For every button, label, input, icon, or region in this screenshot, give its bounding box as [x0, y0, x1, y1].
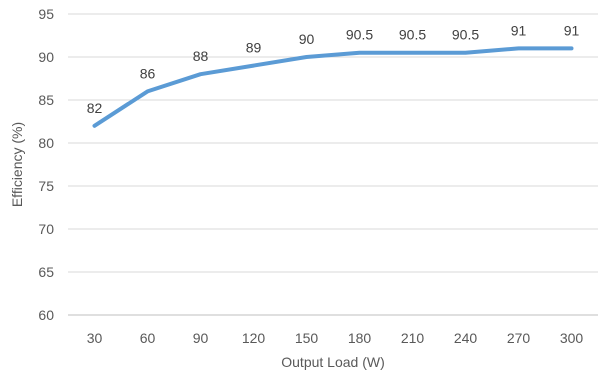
y-tick-label: 95 — [38, 6, 54, 22]
data-label: 88 — [193, 48, 209, 64]
series-group — [92, 46, 574, 128]
y-tick-label: 60 — [38, 307, 54, 323]
gridlines — [68, 13, 598, 273]
y-tick-label: 85 — [38, 92, 54, 108]
y-tick-label: 70 — [38, 221, 54, 237]
data-label: 90 — [299, 31, 315, 47]
data-label: 90.5 — [346, 27, 373, 43]
data-label: 86 — [140, 65, 156, 81]
data-label: 89 — [246, 40, 262, 56]
y-tick-label: 90 — [38, 49, 54, 65]
x-tick-label: 120 — [242, 330, 266, 346]
x-tick-label: 150 — [295, 330, 319, 346]
y-axis-tick-labels: 60 65 70 75 80 85 90 95 — [38, 6, 54, 323]
x-tick-label: 210 — [401, 330, 425, 346]
x-axis-title: Output Load (W) — [281, 354, 385, 370]
data-label: 91 — [511, 22, 527, 38]
x-tick-label: 300 — [560, 330, 584, 346]
y-tick-label: 75 — [38, 178, 54, 194]
x-tick-label: 270 — [507, 330, 531, 346]
y-tick-label: 80 — [38, 135, 54, 151]
x-axis-tick-labels: 30 60 90 120 150 180 210 240 270 300 — [87, 330, 584, 346]
x-tick-label: 180 — [348, 330, 372, 346]
data-label: 82 — [87, 100, 103, 116]
data-label: 90.5 — [399, 27, 426, 43]
x-tick-label: 60 — [140, 330, 156, 346]
series-line — [92, 46, 574, 128]
x-tick-label: 90 — [193, 330, 209, 346]
x-tick-label: 240 — [454, 330, 478, 346]
x-tick-label: 30 — [87, 330, 103, 346]
data-labels: 82 86 88 89 90 90.5 90.5 90.5 91 91 — [87, 22, 580, 115]
data-label: 90.5 — [452, 27, 479, 43]
data-label: 91 — [564, 22, 580, 38]
y-tick-label: 65 — [38, 264, 54, 280]
y-axis-title: Efficiency (%) — [9, 122, 25, 207]
